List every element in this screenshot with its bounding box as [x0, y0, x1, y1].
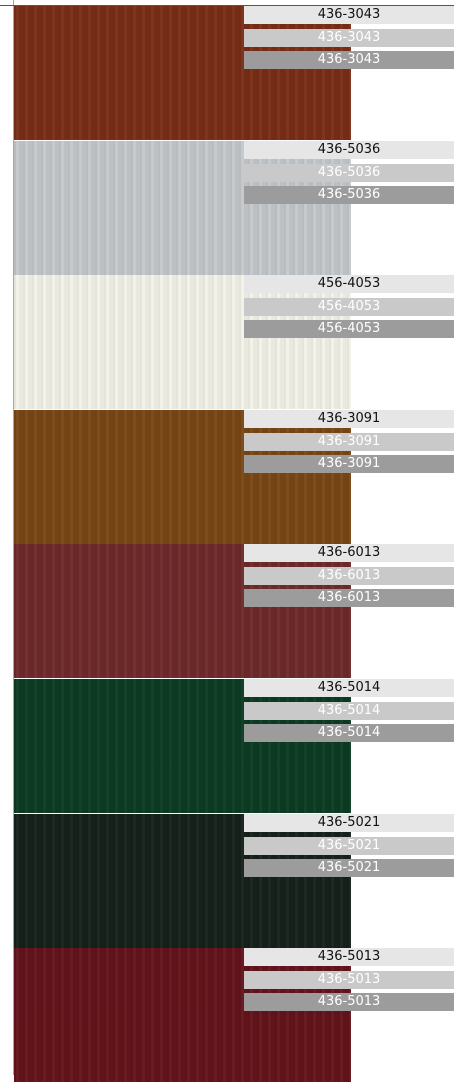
- code-label: 436-3043: [244, 29, 454, 47]
- code-label: 436-3091: [244, 455, 454, 473]
- code-label: 436-6013: [244, 567, 454, 585]
- code-label: 436-5021: [244, 859, 454, 877]
- code-label: 436-5014: [244, 724, 454, 742]
- color-swatch: [14, 410, 351, 544]
- code-label: 436-5036: [244, 186, 454, 204]
- color-swatch: [14, 141, 351, 275]
- code-label: 436-5036: [244, 141, 454, 159]
- code-label: 436-3091: [244, 410, 454, 428]
- code-label: 436-5014: [244, 679, 454, 697]
- color-swatch: [14, 544, 351, 678]
- code-label: 436-3091: [244, 433, 454, 451]
- code-label: 456-4053: [244, 298, 454, 316]
- code-label: 436-5014: [244, 702, 454, 720]
- color-swatch: [14, 948, 351, 1082]
- code-label: 436-6013: [244, 589, 454, 607]
- code-label: 436-3043: [244, 51, 454, 69]
- color-swatch: [14, 275, 351, 409]
- code-label: 436-5013: [244, 948, 454, 966]
- code-label: 436-3043: [244, 6, 454, 24]
- code-label: 436-5013: [244, 993, 454, 1011]
- color-swatch: [14, 6, 351, 140]
- code-label: 456-4053: [244, 320, 454, 338]
- color-swatch: [14, 814, 351, 948]
- color-swatch: [14, 679, 351, 813]
- code-label: 436-5036: [244, 164, 454, 182]
- code-label: 436-5021: [244, 814, 454, 832]
- swatch-page: 436-3043 436-3043 436-3043 436-5036 436-5036…: [0, 0, 454, 1075]
- code-label: 436-5021: [244, 837, 454, 855]
- code-label: 436-5013: [244, 971, 454, 989]
- code-label: 436-6013: [244, 544, 454, 562]
- code-label: 456-4053: [244, 275, 454, 293]
